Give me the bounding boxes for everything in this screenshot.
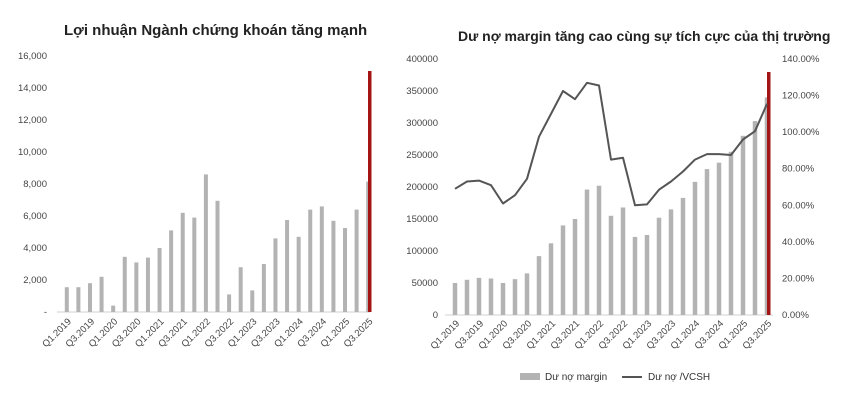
y-tick-label: 50000 [412,278,438,289]
y-tick-label: 10,000 [18,147,47,158]
legend-bar-label: Dư nợ margin [545,372,607,383]
y-tick-label: - [44,307,47,318]
y-tick-label: 4,000 [23,243,47,254]
y-tick-label: 12,000 [18,115,47,126]
y-tick-label: 400000 [406,54,438,65]
bar [500,283,506,315]
left-chart: - 2,000 4,000 6,000 8,000 10,000 12,000 14,000 1… [18,51,375,350]
bar [596,185,602,315]
bar [227,294,232,312]
bar [560,225,566,315]
bar [354,209,359,312]
bar [752,121,758,315]
left-chart-title: Lợi nhuận Ngành chứng khoán tăng mạnh [64,22,368,39]
bar [111,305,116,312]
y-tick-label: 250000 [406,150,438,161]
bar [740,135,746,315]
y2-tick-label: 140.00% [782,54,820,65]
bar [157,248,162,312]
right-chart: 0 50000 100000 150000 200000 250000 300000 3500… [406,54,820,383]
bar [548,243,554,315]
bar [512,279,518,315]
bar [644,235,650,315]
bar [145,257,150,312]
bar [608,215,614,315]
bar [76,287,81,312]
bar [215,200,220,312]
y-tick-label: 200000 [406,182,438,193]
bar [64,287,69,312]
bar [331,220,336,312]
y2-tick-label: 80.00% [782,164,815,175]
y2-tick-label: 40.00% [782,237,815,248]
y-tick-label: 8,000 [23,179,47,190]
bar [572,219,578,315]
bar [192,217,197,312]
bar [584,189,590,315]
bar [728,151,734,315]
bar [134,262,139,312]
bar [656,217,662,315]
bar [343,228,348,312]
y-tick-label: 300000 [406,118,438,129]
legend-bar-swatch [520,373,540,380]
right-chart-title: Dư nợ margin tăng cao cùng sự tích cực c… [458,28,831,44]
y-tick-label: 2,000 [23,275,47,286]
y-tick-label: 16,000 [18,51,47,62]
bar [296,236,301,312]
bar [716,162,722,315]
bar [261,264,266,312]
bar [238,267,243,312]
bar [476,277,482,315]
legend-line-label: Dư nợ /VCSH [648,372,710,383]
series-line [454,81,768,207]
bar [87,283,92,312]
y-tick-label: 100000 [406,246,438,257]
bar [464,279,470,315]
bar [488,278,494,315]
y-tick-label: 350000 [406,86,438,97]
bar [122,256,127,312]
bar [668,209,674,315]
bar [632,236,638,315]
bar [452,283,458,315]
y2-tick-label: 120.00% [782,91,820,102]
bar [99,276,104,312]
y2-tick-label: 100.00% [782,127,820,138]
bar [620,207,626,315]
bar [692,181,698,315]
y2-tick-label: 20.00% [782,273,815,284]
highlight-marker [368,71,372,312]
bar [169,230,174,312]
y-tick-label: 14,000 [18,83,47,94]
y2-tick-label: 0.00% [782,310,809,321]
y-tick-label: 6,000 [23,211,47,222]
bar [704,169,710,315]
bar [250,290,255,312]
bar [180,212,185,312]
y2-tick-label: 60.00% [782,200,815,211]
y-tick-label: 150000 [406,214,438,225]
bar [680,197,686,315]
bar [308,209,313,312]
bar [203,174,208,312]
bar [285,220,290,312]
highlight-marker [767,72,771,315]
bar [273,238,278,312]
y-tick-label: 0 [433,310,438,321]
bar [319,206,324,312]
bar [536,256,542,315]
bar [524,273,530,315]
